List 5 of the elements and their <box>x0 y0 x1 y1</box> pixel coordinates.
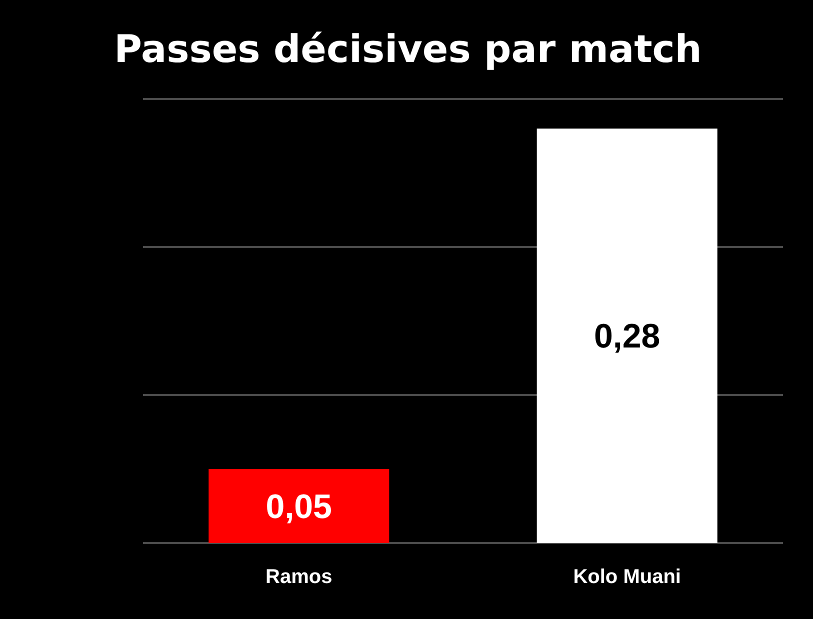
data-label: 0,28 <box>594 318 660 356</box>
x-tick-label: Ramos <box>266 566 332 588</box>
data-label: 0,05 <box>266 488 332 526</box>
x-tick-label: Kolo Muani <box>573 566 681 588</box>
chart-title: Passes décisives par match <box>114 27 702 71</box>
